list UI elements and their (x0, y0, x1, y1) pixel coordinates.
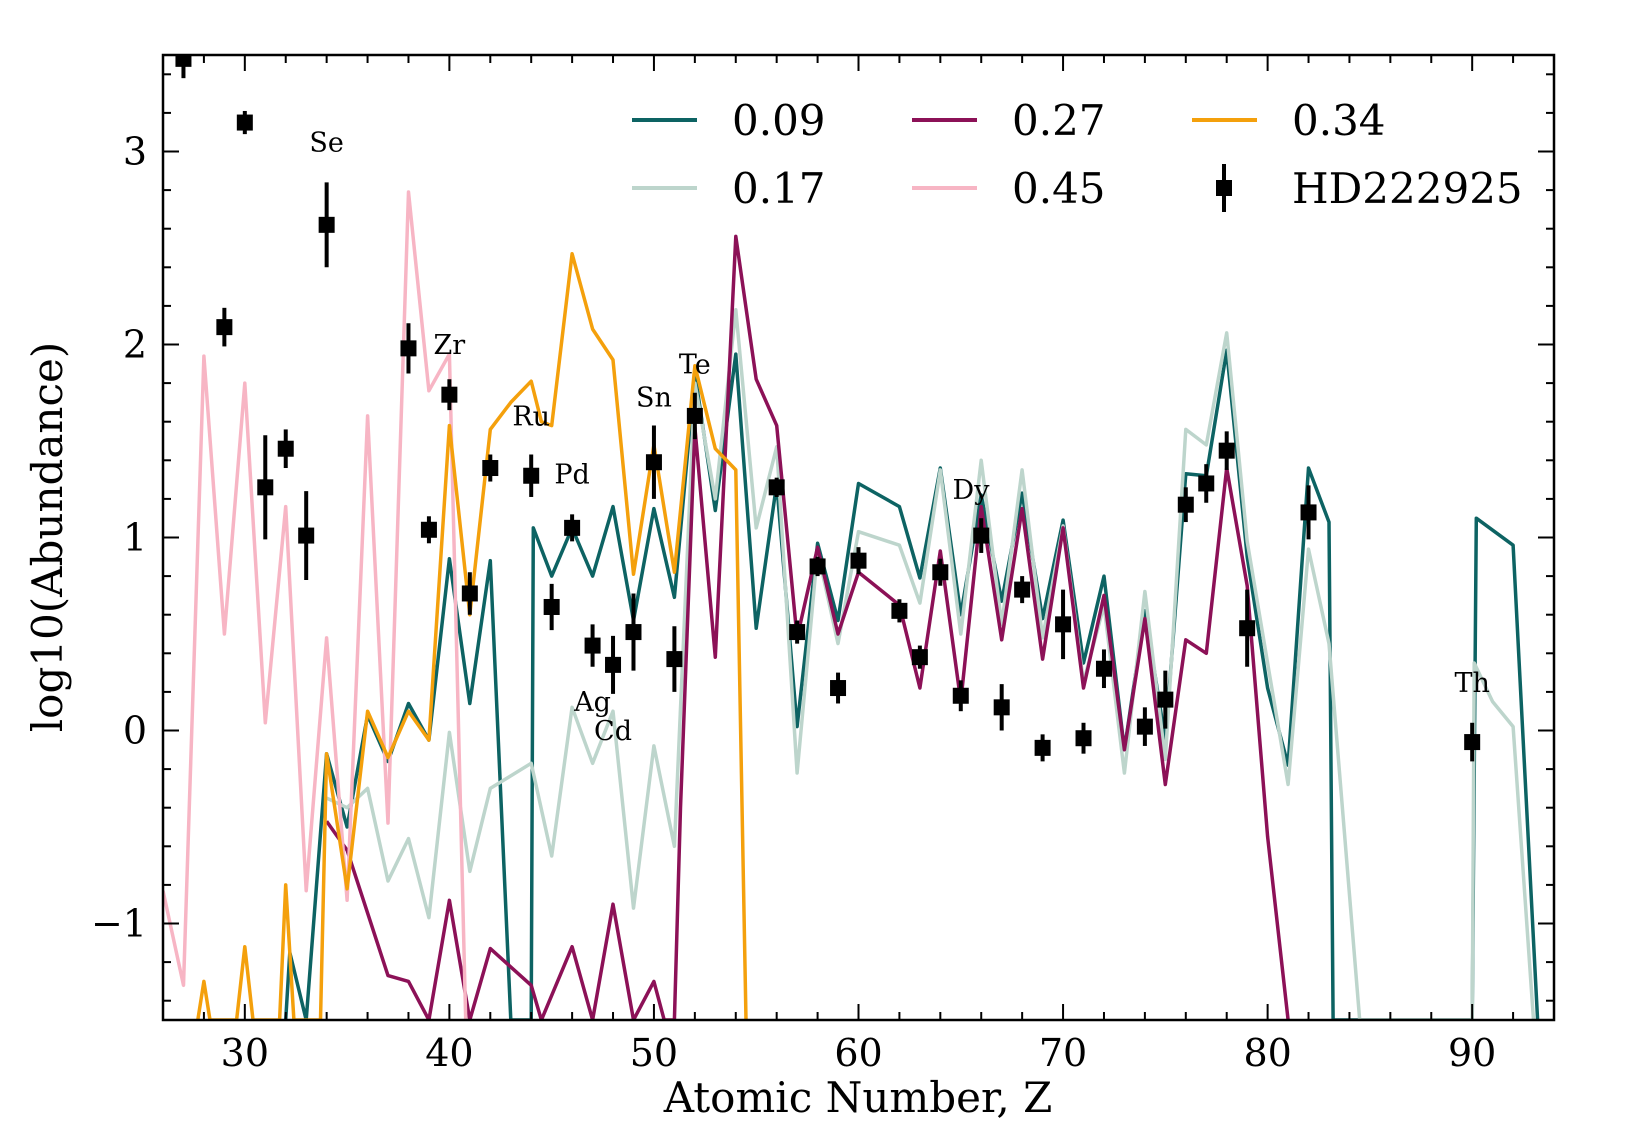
data-point-z58 (809, 556, 826, 577)
data-point-z48 (605, 635, 622, 694)
legend-label: 0.09 (732, 96, 826, 145)
data-point-z78 (1218, 431, 1235, 470)
legend-label: 0.45 (1012, 164, 1106, 213)
data-point-z29 (216, 307, 233, 347)
series-line-0.17 (325, 308, 1536, 1020)
x-tick-label: 70 (1039, 1031, 1087, 1075)
data-point-z38 (400, 323, 417, 374)
element-label-sn: Sn (636, 382, 672, 413)
y-axis-label: log10(Abundance) (23, 342, 72, 733)
data-point-z56 (768, 477, 785, 497)
legend-item-0.27: 0.27 (912, 96, 1106, 145)
element-label-se: Se (309, 128, 343, 159)
element-label-zr: Zr (434, 330, 466, 361)
legend-item-0.45: 0.45 (912, 164, 1106, 213)
element-label-dy: Dy (953, 475, 991, 506)
data-point-z41 (461, 572, 478, 615)
y-tick-label: 2 (123, 323, 147, 367)
element-label-cd: Cd (594, 716, 632, 747)
y-tick-label: 1 (123, 516, 147, 560)
legend: 0.09 0.27 0.34 0.17 0.45 HD222925 (632, 96, 1523, 213)
data-point-z69 (1034, 734, 1051, 762)
y-tick-label: 0 (123, 709, 147, 753)
legend-label: 0.17 (732, 164, 826, 213)
data-point-z27 (175, 55, 192, 79)
y-tick-label: 3 (123, 130, 147, 174)
data-point-z52 (686, 392, 703, 440)
x-tick-label: 90 (1448, 1031, 1496, 1075)
data-point-z57 (789, 620, 806, 644)
data-point-z39 (420, 516, 437, 544)
legend-label: HD222925 (1292, 164, 1523, 213)
element-label-th: Th (1454, 668, 1489, 699)
data-point-z60 (850, 547, 867, 575)
data-point-z49 (625, 593, 642, 671)
element-label-ru: Ru (512, 402, 550, 433)
series-line-0.45 (163, 190, 468, 1020)
element-label-ag: Ag (573, 687, 611, 718)
data-point-z77 (1198, 464, 1215, 503)
data-point-z71 (1075, 722, 1092, 754)
data-point-z50 (645, 425, 662, 499)
data-point-z51 (666, 626, 683, 692)
element-label-pd: Pd (554, 459, 589, 490)
data-point-z62 (891, 599, 908, 623)
data-point-z47 (584, 624, 601, 667)
x-tick-label: 60 (834, 1031, 882, 1075)
data-point-z40 (441, 379, 458, 411)
data-point-z32 (277, 429, 294, 469)
data-point-z33 (298, 491, 315, 580)
data-point-z63 (911, 645, 928, 669)
data-point-z66 (973, 518, 990, 553)
series-line-0.34 (196, 252, 748, 1020)
data-point-z70 (1055, 589, 1072, 660)
series-layer (163, 190, 1540, 1020)
data-point-z75 (1157, 670, 1174, 729)
data-point-z67 (993, 684, 1010, 731)
x-tick-label: 40 (425, 1031, 473, 1075)
axis-ticks: 30 40 50 60 70 80 90 −1 0 1 2 3 (91, 55, 1555, 1075)
x-tick-label: 30 (221, 1031, 269, 1075)
data-point-z90 (1464, 722, 1481, 762)
data-point-z44 (523, 454, 540, 497)
data-point-z65 (952, 680, 969, 712)
data-point-z46 (564, 514, 581, 542)
y-tick-label: −1 (91, 902, 147, 946)
data-point-z64 (932, 558, 949, 586)
data-point-z42 (482, 454, 499, 482)
data-point-z34 (318, 182, 335, 268)
legend-label: 0.27 (1012, 96, 1106, 145)
data-point-z68 (1014, 576, 1031, 604)
data-points-layer (175, 55, 1481, 762)
legend-item-0.09: 0.09 (632, 96, 826, 145)
x-axis-label: Atomic Number, Z (663, 1073, 1053, 1122)
data-point-z72 (1095, 649, 1112, 689)
data-point-z31 (257, 435, 274, 540)
data-point-z59 (830, 672, 847, 704)
data-point-z76 (1177, 487, 1194, 523)
x-tick-label: 80 (1243, 1031, 1291, 1075)
data-point-z79 (1239, 589, 1256, 667)
legend-label: 0.34 (1292, 96, 1386, 145)
legend-item-0.34: 0.34 (1192, 96, 1386, 145)
data-point-z30 (236, 110, 253, 135)
data-point-z82 (1300, 485, 1317, 540)
data-point-z45 (543, 583, 560, 631)
data-point-z74 (1136, 707, 1153, 746)
legend-item-HD222925: HD222925 (1216, 164, 1523, 213)
legend-item-0.17: 0.17 (632, 164, 826, 213)
x-tick-label: 50 (630, 1031, 678, 1075)
element-label-te: Te (679, 349, 711, 380)
